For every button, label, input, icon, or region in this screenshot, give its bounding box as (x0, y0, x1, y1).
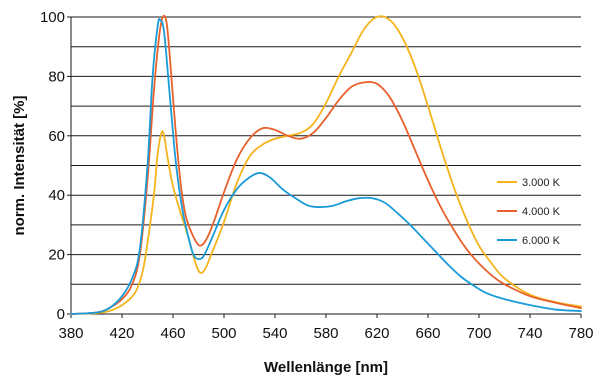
legend-label: 4.000 K (522, 206, 561, 218)
y-tick-label: 0 (57, 306, 65, 323)
x-tick-label: 780 (568, 325, 593, 342)
grid-layer (71, 16, 581, 285)
legend: 3.000 K 4.000 K 6.000 K (497, 177, 561, 247)
x-tick-label: 460 (160, 325, 185, 342)
y-tick-label: 40 (48, 187, 65, 204)
x-tick-label: 500 (211, 325, 236, 342)
x-axis-title: Wellenlänge [nm] (264, 359, 388, 376)
x-tick-label: 380 (58, 325, 83, 342)
y-tick-label: 100 (40, 9, 65, 26)
y-axis-title: norm. Intensität [%] (11, 95, 28, 235)
series-line-1 (70, 14, 582, 315)
series-line-2 (70, 18, 582, 315)
legend-label: 6.000 K (522, 235, 561, 247)
x-tick-label: 660 (415, 325, 440, 342)
x-tick-label: 740 (517, 325, 542, 342)
y-tick-label: 20 (48, 247, 65, 264)
x-tick-label: 620 (364, 325, 389, 342)
axis-layer: 0 20 40 60 80 100 380 420 460 500 540 580 620 660 700 7… (40, 9, 594, 342)
series-line-0 (70, 15, 582, 315)
x-tick-label: 580 (313, 325, 338, 342)
y-tick-label: 80 (48, 68, 65, 85)
x-tick-label: 540 (262, 325, 287, 342)
series-layer (70, 14, 582, 315)
x-tick-label: 700 (466, 325, 491, 342)
legend-label: 3.000 K (522, 177, 561, 189)
y-tick-label: 60 (48, 128, 65, 145)
x-tick-label: 420 (109, 325, 134, 342)
